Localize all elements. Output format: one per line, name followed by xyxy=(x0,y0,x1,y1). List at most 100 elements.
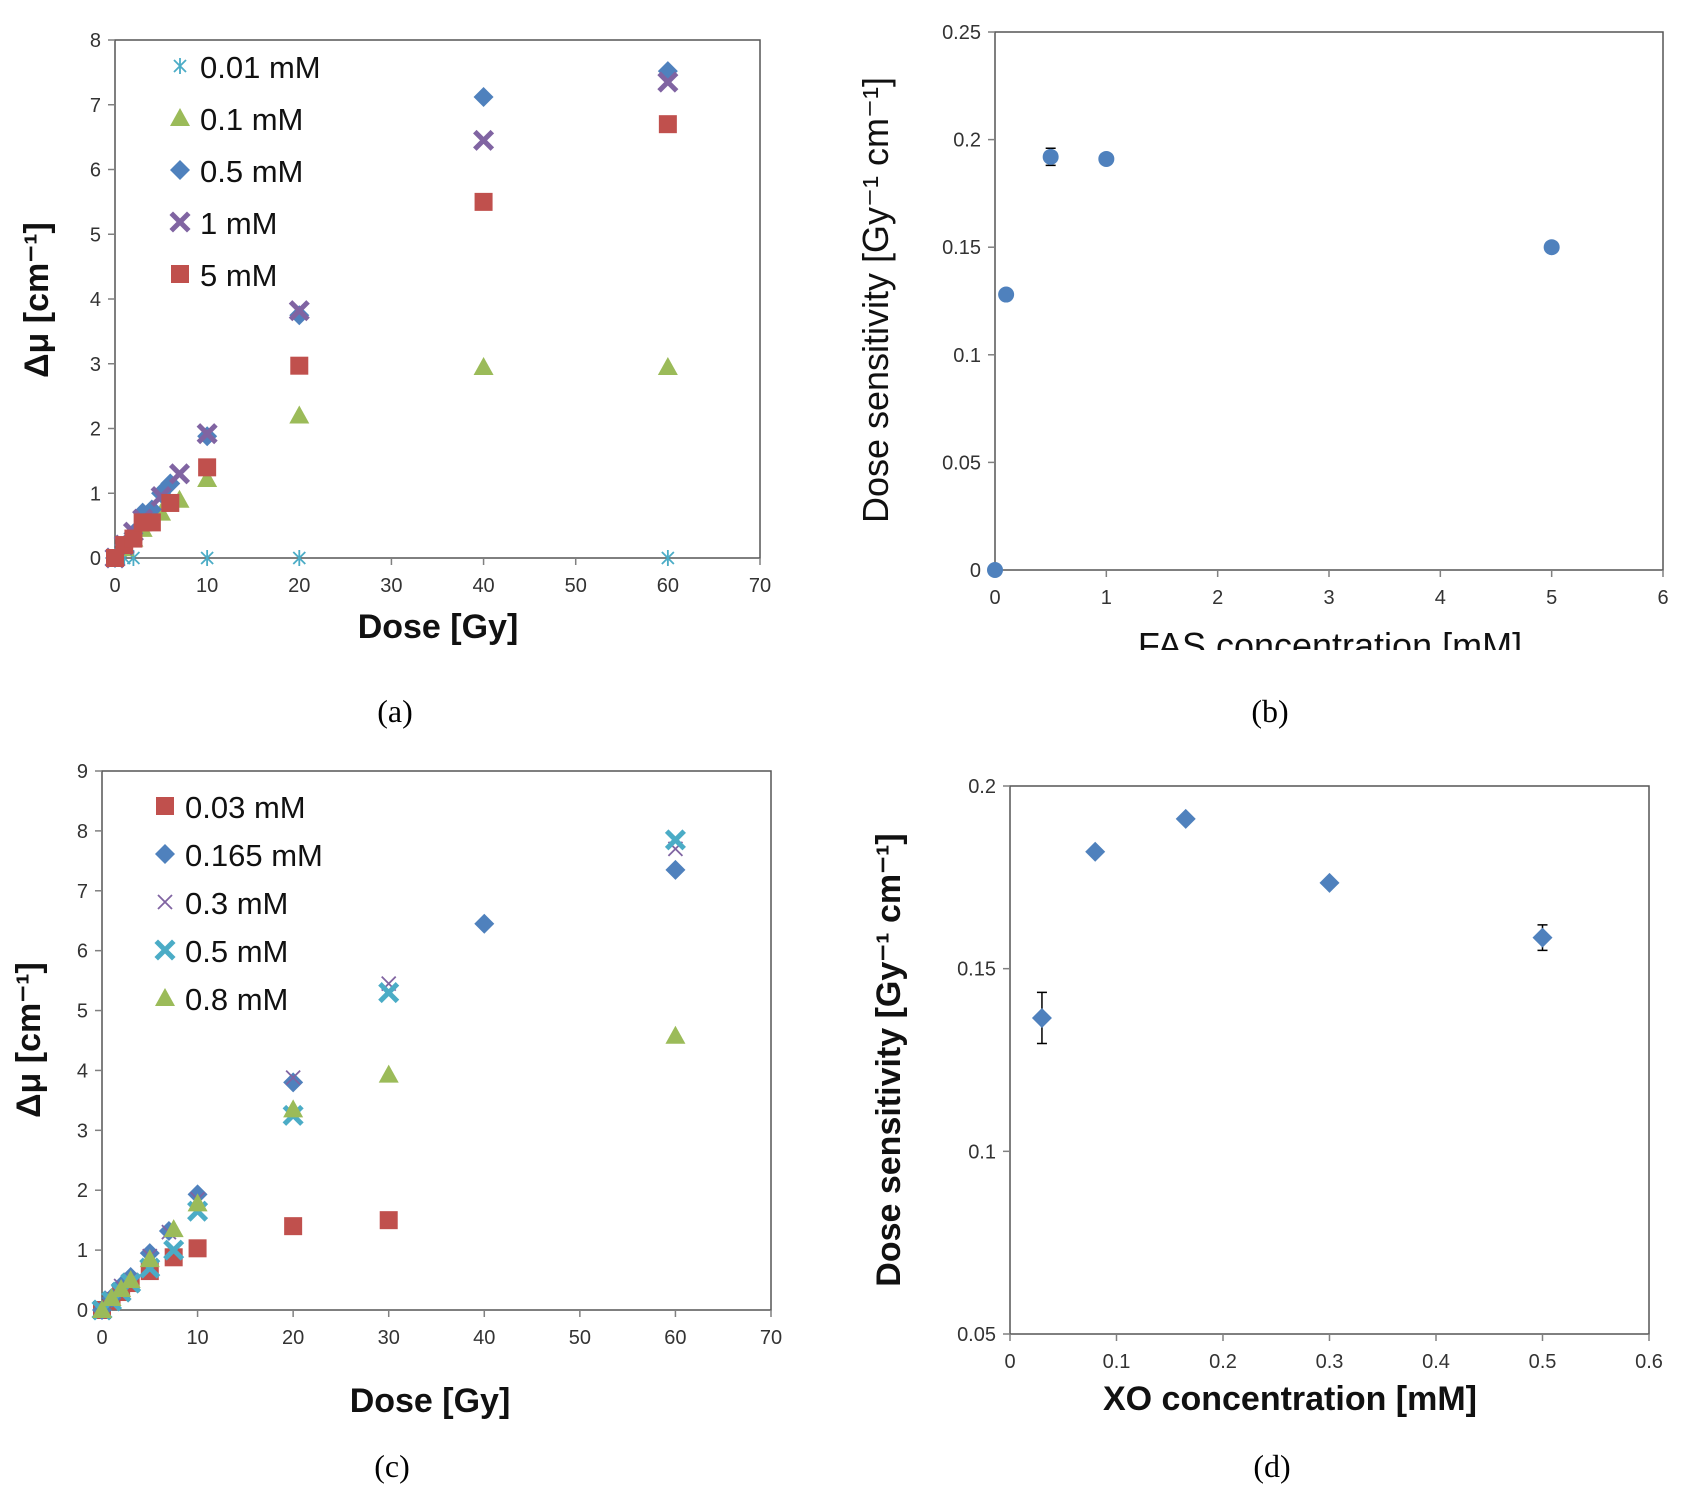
caption-d: (d) xyxy=(1253,1448,1291,1484)
data-point xyxy=(474,913,495,934)
data-point xyxy=(188,1239,207,1258)
data-point xyxy=(283,1072,304,1093)
x-tick-label: 20 xyxy=(288,575,310,597)
data-point xyxy=(200,550,214,566)
data-point xyxy=(473,86,494,107)
series-5-mM xyxy=(106,115,677,567)
x-tick-label: 20 xyxy=(282,1327,304,1349)
y-tick-label: 0.1 xyxy=(968,1141,996,1163)
legend-marker xyxy=(170,160,190,180)
plot-area xyxy=(101,770,772,1311)
data-point xyxy=(120,1270,141,1289)
chart-c: 0 10 20 30 40 50 60 70 0 1 2 3 4 5 6 7 8 9 Dose [Gy] Δμ [cm… xyxy=(10,761,782,1420)
data-point xyxy=(1085,841,1106,862)
data-point xyxy=(1543,239,1560,256)
legend-marker xyxy=(173,58,187,74)
x-tick-label: 30 xyxy=(380,575,402,597)
x-tick-label: 0.4 xyxy=(1422,1351,1450,1373)
y-tick-label: 3 xyxy=(77,1120,88,1142)
data-point xyxy=(284,1217,303,1236)
data-point xyxy=(378,982,400,1004)
y-tick-label: 0.05 xyxy=(957,1324,996,1346)
y-tick-label: 0.15 xyxy=(942,237,981,259)
series-0.5-mM xyxy=(105,61,678,568)
legend-label: 0.1 mM xyxy=(200,102,303,137)
y-tick-label: 2 xyxy=(77,1180,88,1202)
x-tick-label: 6 xyxy=(1657,587,1668,609)
x-axis-label: XO concentration [mM] xyxy=(1103,1380,1477,1418)
data-point xyxy=(289,305,310,326)
y-tick-label: 0 xyxy=(970,560,981,582)
x-tick-label: 0.6 xyxy=(1635,1351,1663,1373)
data-point xyxy=(665,1025,686,1044)
legend-label: 5 mM xyxy=(200,258,278,293)
y-axis-label: Δμ [cm⁻¹] xyxy=(10,962,48,1118)
y-tick-label: 8 xyxy=(90,30,101,52)
data-point xyxy=(665,859,686,880)
y-tick-label: 3 xyxy=(90,354,101,376)
legend-label: 1 mM xyxy=(200,206,278,241)
y-tick-label: 5 xyxy=(90,224,101,246)
y-tick-label: 0.1 xyxy=(953,345,981,367)
x-axis-label: Dose [Gy] xyxy=(350,1382,511,1420)
caption-a: (a) xyxy=(377,693,413,729)
x-axis-label: Dose [Gy] xyxy=(358,608,519,646)
legend-label: 0.01 mM xyxy=(200,50,321,85)
x-tick-label: 0 xyxy=(96,1327,107,1349)
legend-label: 0.3 mM xyxy=(185,886,288,921)
y-tick-label: 7 xyxy=(90,95,101,117)
x-tick-label: 10 xyxy=(186,1327,208,1349)
chart-d: 0 0.1 0.2 0.3 0.4 0.5 0.6 0.05 0.1 0.15 0.2 XO conc… xyxy=(870,776,1663,1418)
legend-marker xyxy=(171,265,189,283)
x-tick-label: 30 xyxy=(378,1327,400,1349)
data-point xyxy=(289,405,310,424)
x-tick-label: 50 xyxy=(569,1327,591,1349)
data-point xyxy=(187,1193,208,1212)
data-point xyxy=(1031,1007,1052,1028)
x-tick-label: 60 xyxy=(664,1327,686,1349)
caption-b: (b) xyxy=(1251,693,1289,729)
y-tick-label: 0.2 xyxy=(953,130,981,152)
legend-marker xyxy=(154,939,176,961)
data-point xyxy=(292,550,306,566)
chart-a: 0 10 20 30 40 50 60 70 0 1 2 3 4 5 6 7 8 Dose [Gy] Δμ [cm⁻… xyxy=(18,30,771,646)
legend-label: 0.8 mM xyxy=(185,982,288,1017)
data-point xyxy=(473,129,495,151)
data-point xyxy=(197,469,218,488)
data-point xyxy=(1042,148,1059,165)
plot-area xyxy=(1009,785,1650,1335)
series-1-mM xyxy=(104,71,679,569)
legend-marker xyxy=(156,797,174,815)
legend: 0.01 mM 0.1 mM 0.5 mM 1 mM 5 mM xyxy=(169,50,321,293)
x-tick-label: 5 xyxy=(1546,587,1557,609)
y-tick-label: 1 xyxy=(90,483,101,505)
data-point xyxy=(658,115,677,134)
x-tick-label: 0 xyxy=(1004,1351,1015,1373)
x-tick-label: 0 xyxy=(989,587,1000,609)
legend-label: 0.03 mM xyxy=(185,790,306,825)
data-point xyxy=(283,1099,304,1118)
x-tick-label: 50 xyxy=(565,575,587,597)
y-tick-label: 5 xyxy=(77,1001,88,1023)
legend-marker xyxy=(170,108,190,126)
x-tick-label: 10 xyxy=(196,575,218,597)
legend-label: 0.5 mM xyxy=(185,934,288,969)
data-point xyxy=(163,1239,185,1261)
x-tick-label: 0.3 xyxy=(1316,1351,1344,1373)
y-tick-label: 6 xyxy=(90,160,101,182)
y-tick-label: 8 xyxy=(77,821,88,843)
x-tick-label: 1 xyxy=(1101,587,1112,609)
y-tick-label: 7 xyxy=(77,881,88,903)
x-tick-label: 0 xyxy=(109,575,120,597)
data-point xyxy=(657,356,678,375)
data-point xyxy=(198,458,217,477)
y-tick-label: 1 xyxy=(77,1240,88,1262)
data-point xyxy=(657,71,679,93)
y-axis-label: Δμ [cm⁻¹] xyxy=(18,222,56,378)
y-tick-label: 0.2 xyxy=(968,776,996,798)
legend: 0.03 mM 0.165 mM 0.3 mM 0.5 mM 0.8 mM xyxy=(154,790,323,1017)
y-tick-label: 2 xyxy=(90,419,101,441)
x-tick-label: 0.1 xyxy=(1103,1351,1131,1373)
caption-c: (c) xyxy=(374,1448,410,1484)
